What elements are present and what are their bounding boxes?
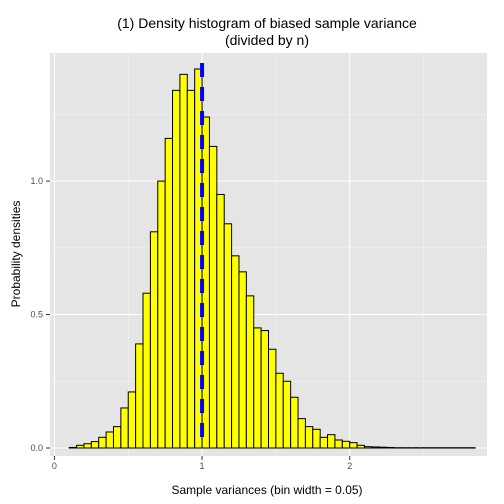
histogram-bar [275, 372, 284, 449]
histogram-bar [268, 348, 277, 449]
x-tick-label: 1 [200, 461, 205, 471]
histogram-bar [157, 180, 166, 449]
chart-title-line2: (divided by n) [225, 32, 309, 48]
histogram-bar [231, 255, 240, 449]
histogram-bar [245, 295, 255, 449]
histogram-bar [186, 89, 196, 449]
histogram-bar [312, 428, 321, 449]
histogram-bar [76, 444, 85, 449]
histogram-bar [290, 396, 299, 449]
x-axis-title: Sample variances (bin width = 0.05) [171, 483, 362, 497]
histogram-bar [105, 431, 114, 449]
histogram-bar [349, 442, 358, 449]
histogram-bar [172, 89, 181, 449]
histogram-bar [260, 330, 270, 449]
histogram-bar [363, 446, 373, 449]
y-tick-label: 0.0 [30, 443, 43, 453]
chart-title-line1: (1) Density histogram of biased sample v… [117, 15, 417, 31]
histogram-bar [135, 343, 144, 449]
histogram-bar [223, 223, 233, 449]
histogram-bar [334, 439, 343, 449]
histogram-bar [208, 145, 218, 449]
histogram-bar [304, 426, 314, 449]
histogram-bar [356, 444, 365, 449]
histogram-bars [68, 68, 476, 449]
histogram-bar [319, 436, 329, 449]
histogram-bar [164, 137, 174, 449]
histogram-bar [341, 440, 351, 449]
histogram-bar [90, 441, 100, 449]
histogram-bar [83, 443, 92, 449]
histogram-bar [282, 380, 292, 449]
histogram-bar [378, 446, 388, 449]
histogram-bar [120, 407, 129, 449]
histogram-bar [216, 193, 225, 449]
histogram-bar [253, 327, 262, 449]
histogram-bar [327, 434, 336, 449]
x-tick-label: 0 [52, 461, 57, 471]
y-tick-label: 0.5 [30, 310, 43, 320]
x-tick-label: 2 [347, 461, 352, 471]
histogram-bar [112, 426, 122, 449]
x-axis: 0 1 2 [52, 456, 352, 471]
histogram-bar [127, 391, 137, 449]
histogram-bar [297, 418, 306, 449]
histogram-bar [179, 73, 188, 449]
y-tick-label: 1.0 [30, 176, 43, 186]
histogram-bar [68, 446, 78, 449]
y-axis: 0.0 0.5 1.0 [30, 176, 50, 453]
histogram-bar [238, 271, 247, 449]
histogram-bar [98, 436, 107, 449]
histogram-bar [149, 231, 159, 449]
histogram-bar [371, 446, 380, 449]
histogram-bar [386, 446, 395, 449]
histogram-bar [142, 292, 151, 449]
y-axis-title: Probability densities [9, 201, 23, 308]
